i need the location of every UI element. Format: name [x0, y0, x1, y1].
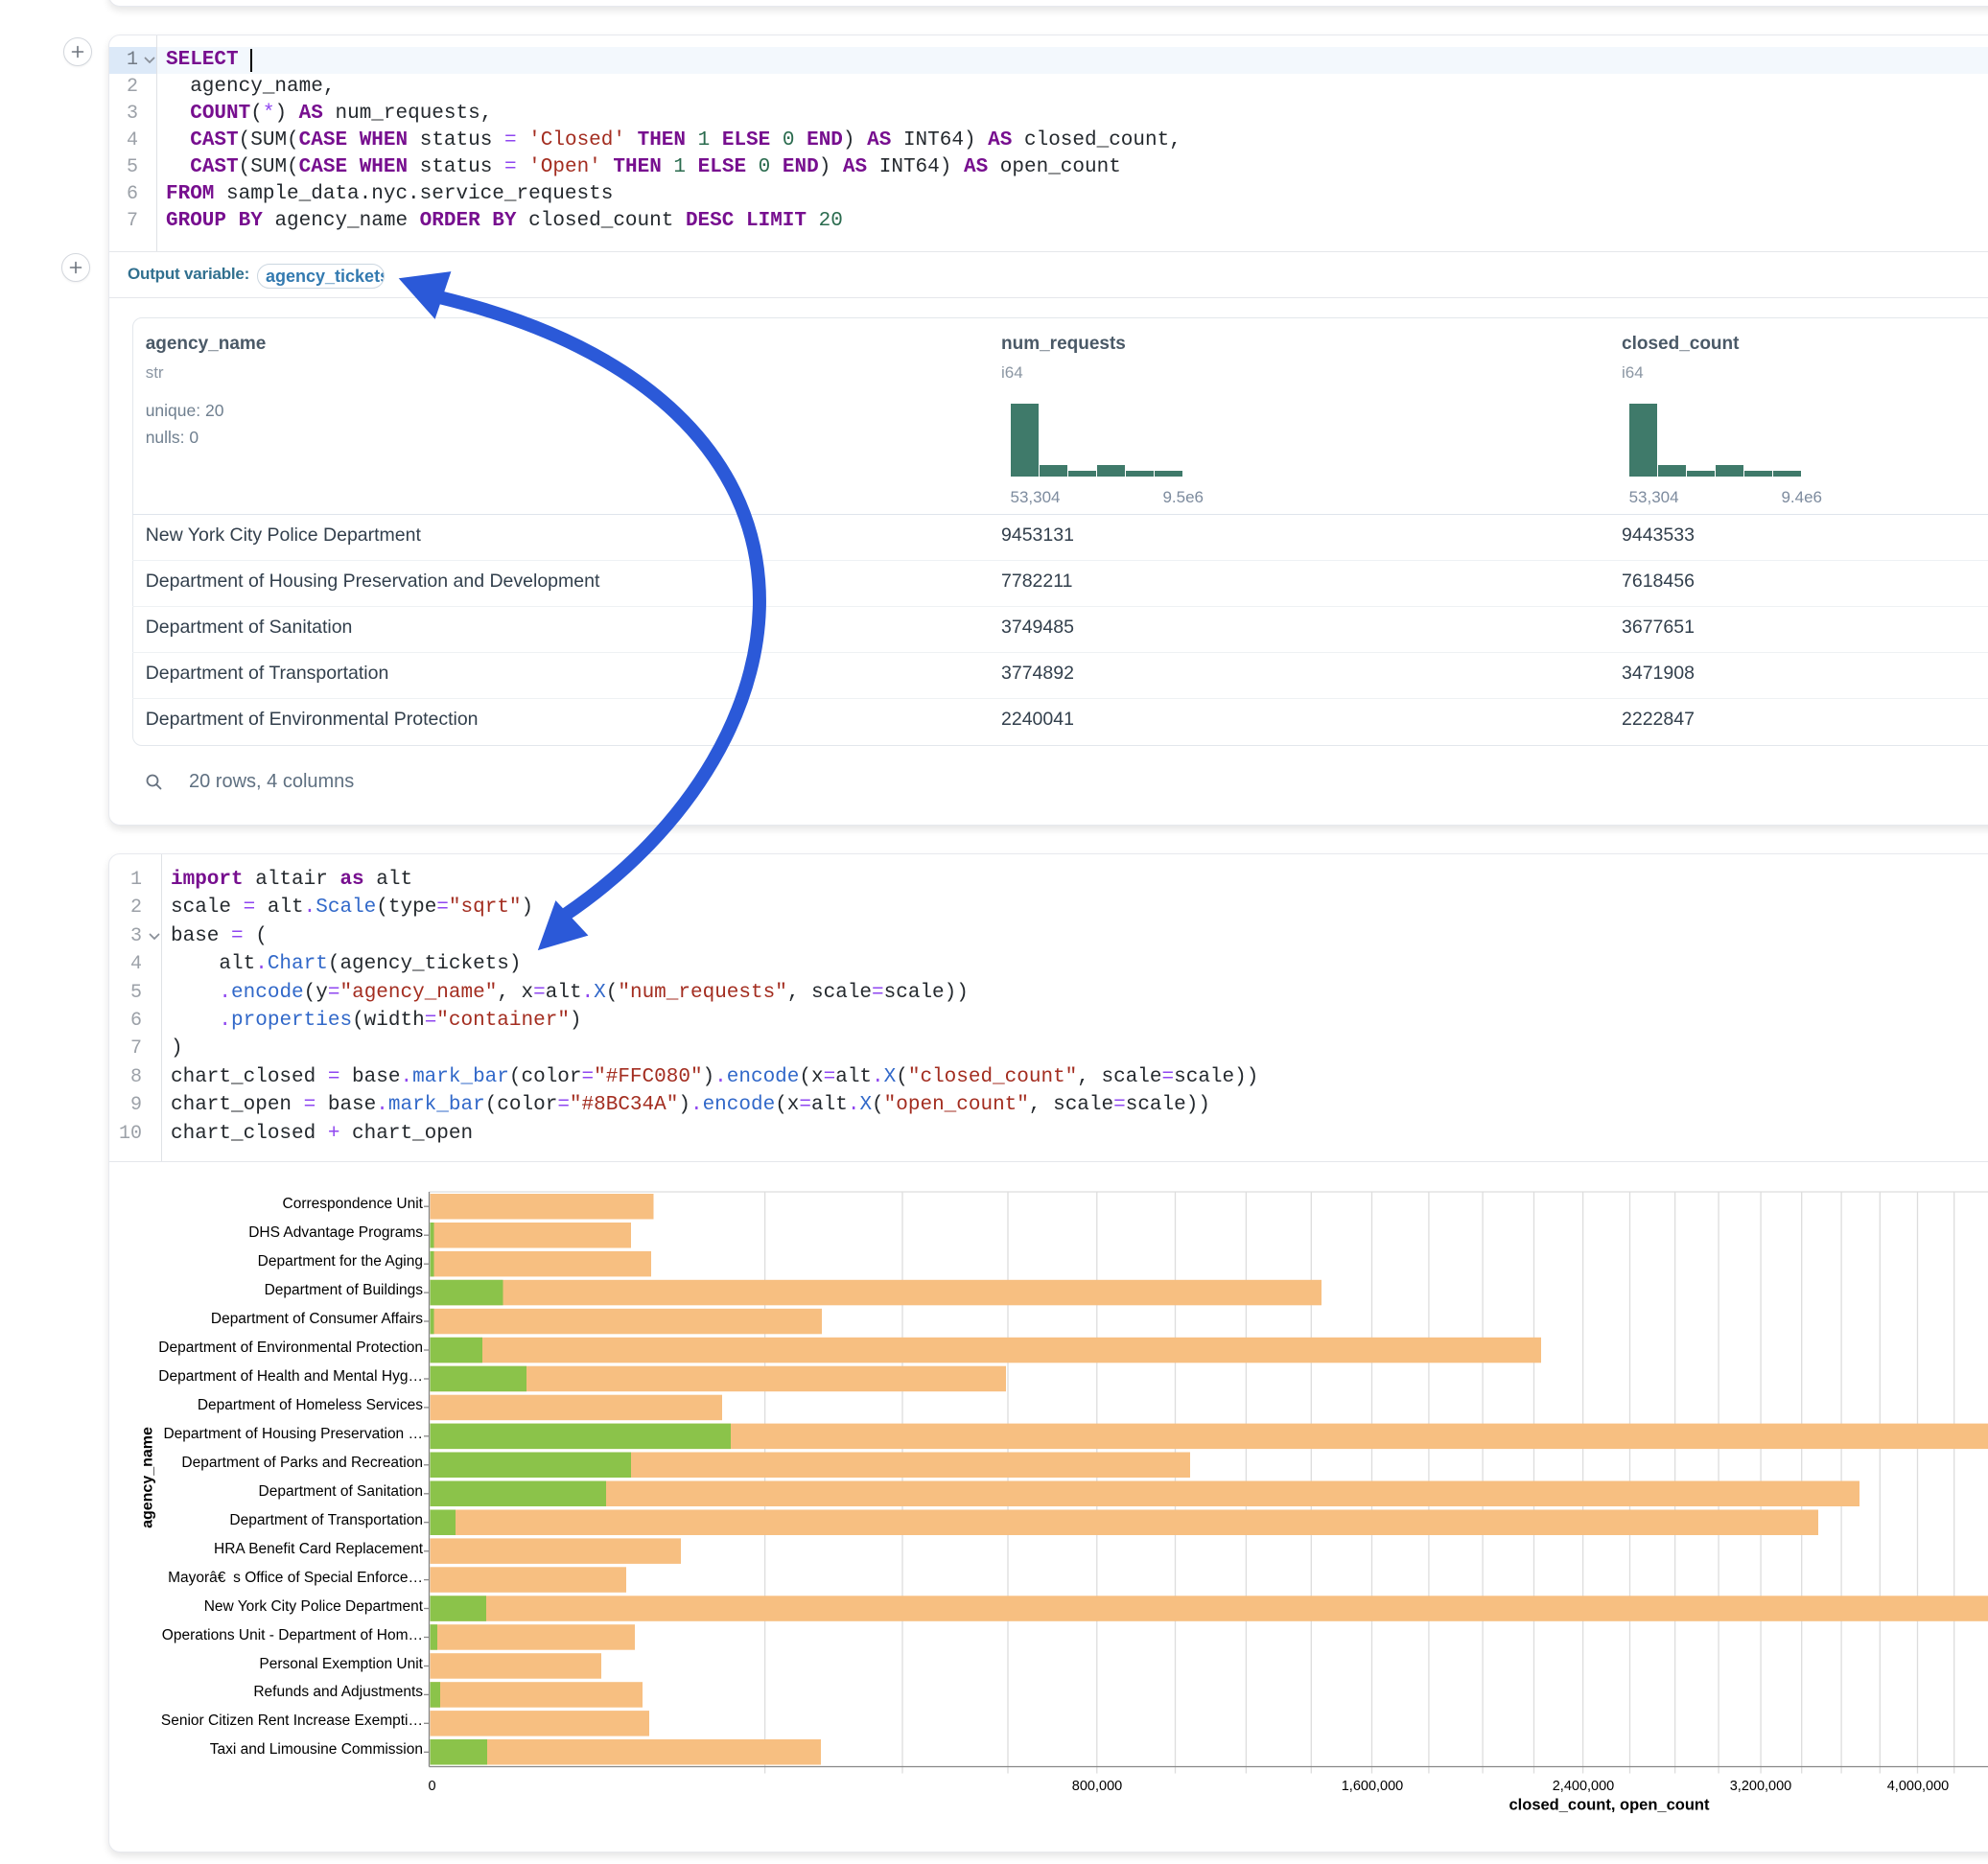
- svg-text:2,400,000: 2,400,000: [1553, 1779, 1615, 1794]
- svg-text:closed_count, open_count: closed_count, open_count: [1509, 1797, 1710, 1814]
- svg-text:0: 0: [428, 1779, 435, 1794]
- svg-text:4,000,000: 4,000,000: [1887, 1779, 1950, 1794]
- svg-text:800,000: 800,000: [1072, 1779, 1122, 1794]
- svg-text:1,600,000: 1,600,000: [1342, 1779, 1404, 1794]
- svg-text:3,200,000: 3,200,000: [1730, 1779, 1792, 1794]
- svg-text:agency_name: agency_name: [140, 1427, 156, 1528]
